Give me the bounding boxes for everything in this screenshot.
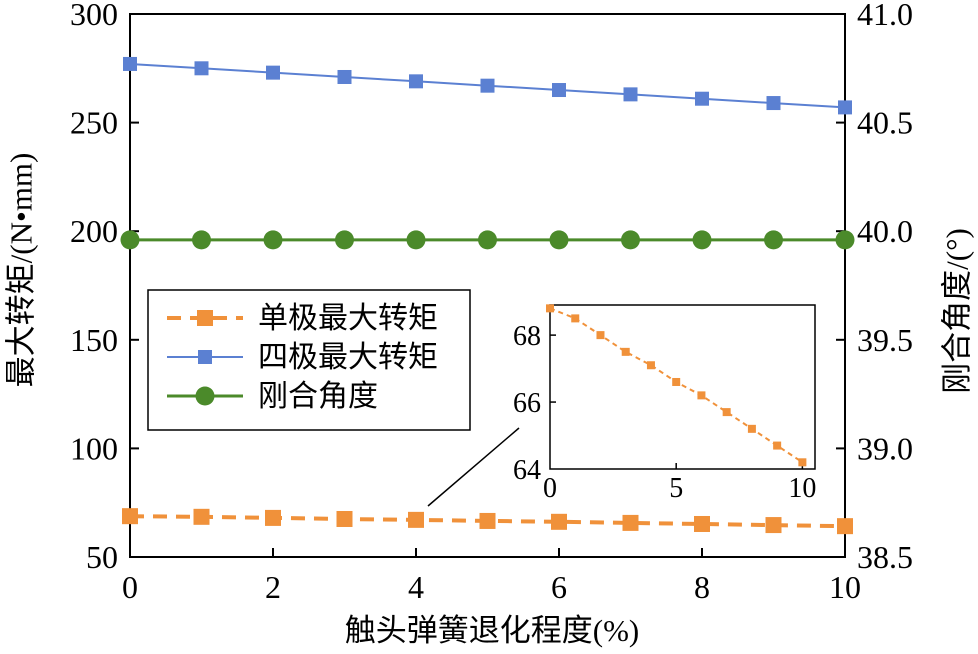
series-single-pole-torque	[122, 508, 853, 535]
data-point-single-pole-torque	[551, 513, 567, 530]
series-closing-angle	[120, 230, 855, 250]
data-point-single-pole-torque	[265, 509, 281, 526]
data-point-single-pole-torque	[408, 511, 424, 528]
inset-x-tick-label: 5	[669, 473, 683, 504]
data-point-single-pole-torque	[765, 517, 782, 534]
axis-ticks: 5010015020025030038.539.039.540.040.541.…	[70, 0, 913, 605]
data-point-single-pole-torque	[479, 512, 496, 529]
x-axis-title: 触头弹簧退化程度(%)	[345, 613, 639, 648]
inset-data-point	[747, 424, 756, 433]
right-y-axis-title: 刚合角度/(°)	[940, 228, 975, 394]
data-point-single-pole-torque	[837, 518, 853, 535]
data-point-closing-angle	[621, 230, 640, 250]
legend-marker	[198, 350, 212, 364]
data-point-four-pole-torque	[266, 65, 280, 80]
legend-label: 四极最大转矩	[258, 341, 438, 374]
right-axis-tick-label: 40.5	[857, 105, 913, 141]
plot-frame	[129, 13, 846, 558]
data-point-four-pole-torque	[695, 91, 709, 106]
x-axis-tick-label: 2	[265, 569, 281, 605]
x-axis-tick-label: 10	[829, 569, 861, 605]
data-point-single-pole-torque	[336, 510, 353, 527]
inset-background	[550, 305, 815, 469]
left-axis-tick-label: 50	[86, 539, 118, 575]
legend-entry-single-pole-torque: 单极最大转矩	[167, 302, 438, 335]
inset-x-tick-label: 10	[788, 473, 816, 504]
left-axis-tick-label: 200	[70, 213, 118, 249]
x-axis-tick-label: 4	[408, 569, 424, 605]
data-point-closing-angle	[120, 230, 140, 250]
inset-data-point	[722, 408, 731, 417]
left-axis-tick-label: 250	[70, 105, 118, 141]
series-four-pole-torque	[123, 56, 852, 115]
data-point-four-pole-torque	[194, 61, 209, 76]
right-axis-tick-label: 40.0	[857, 213, 913, 249]
data-point-four-pole-torque	[552, 83, 566, 98]
inset-frame	[549, 304, 816, 470]
inset-data-point	[798, 458, 807, 467]
inset-plot: 64 66 68 0 5 10	[513, 304, 816, 504]
legend-entry-four-pole-torque: 四极最大转矩	[167, 341, 438, 374]
inset-y-tick-label: 64	[513, 455, 541, 486]
data-point-closing-angle	[192, 230, 211, 250]
data-point-single-pole-torque	[622, 514, 639, 531]
inset-y-tick-label: 68	[513, 321, 541, 352]
legend-marker	[197, 310, 213, 326]
legend-label: 刚合角度	[258, 380, 378, 413]
right-axis-tick-label: 39.5	[857, 322, 913, 358]
data-point-closing-angle	[263, 230, 283, 250]
left-axis-tick-label: 150	[70, 322, 118, 358]
data-point-four-pole-torque	[766, 96, 781, 111]
inset-x-tick-label: 0	[543, 473, 557, 504]
data-point-single-pole-torque	[193, 508, 210, 525]
axes	[129, 13, 846, 558]
left-axis-tick-label: 100	[70, 430, 118, 466]
data-point-closing-angle	[549, 230, 569, 250]
data-point-four-pole-torque	[838, 100, 852, 115]
x-axis-tick-label: 0	[122, 569, 138, 605]
right-axis-tick-label: 39.0	[857, 430, 913, 466]
legend-marker	[195, 386, 215, 406]
inset-data-point	[672, 377, 681, 386]
data-point-four-pole-torque	[623, 87, 638, 102]
legend-label: 单极最大转矩	[258, 302, 438, 335]
data-point-closing-angle	[335, 230, 354, 250]
data-point-four-pole-torque	[123, 56, 137, 71]
legend-entry-closing-angle: 刚合角度	[167, 380, 378, 413]
data-point-four-pole-torque	[480, 78, 495, 93]
data-point-four-pole-torque	[409, 74, 423, 89]
x-axis-tick-label: 8	[694, 569, 710, 605]
x-axis-tick-label: 6	[551, 569, 567, 605]
data-point-single-pole-torque	[122, 508, 138, 525]
data-point-closing-angle	[478, 230, 497, 250]
left-y-axis-title: 最大转矩/(N•mm)	[4, 153, 39, 388]
data-point-four-pole-torque	[337, 69, 352, 84]
left-axis-tick-label: 300	[70, 0, 118, 32]
inset-data-point	[646, 361, 655, 370]
inset-data-point	[596, 331, 605, 340]
data-point-single-pole-torque	[694, 515, 710, 532]
right-axis-tick-label: 38.5	[857, 539, 913, 575]
inset-data-point	[773, 441, 782, 450]
series	[120, 56, 855, 535]
data-point-closing-angle	[764, 230, 783, 250]
inset-layer: 64 66 68 0 5 10	[427, 304, 816, 507]
inset-data-point	[621, 347, 630, 356]
inset-y-tick-label: 66	[513, 388, 541, 419]
inset-data-point	[697, 391, 706, 400]
inset-data-point	[546, 304, 554, 313]
inset-callout-line	[427, 427, 520, 507]
data-point-closing-angle	[835, 230, 855, 250]
right-axis-tick-label: 41.0	[857, 0, 913, 32]
data-point-closing-angle	[692, 230, 712, 250]
inset-data-point	[571, 314, 580, 323]
data-point-closing-angle	[406, 230, 426, 250]
